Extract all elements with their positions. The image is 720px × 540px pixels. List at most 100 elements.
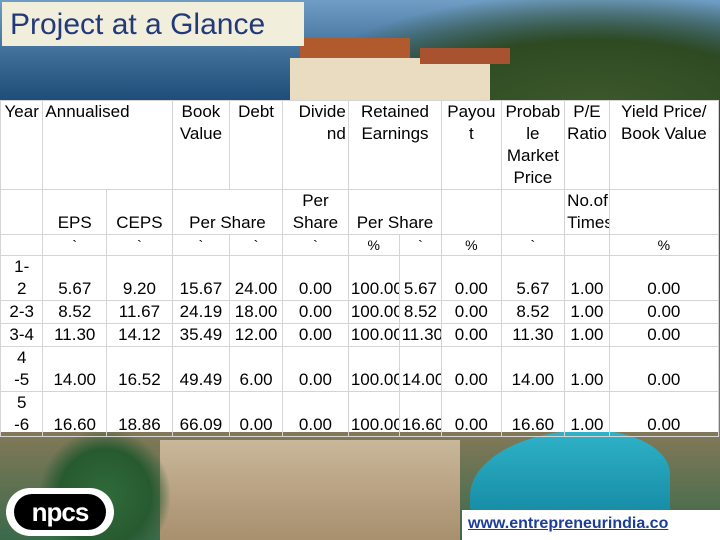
year-cell: 3-4 — [0, 323, 44, 347]
header-annualised: Annualised — [42, 100, 173, 190]
cell-ceps: 9.20 — [106, 255, 173, 301]
cell-payout: 0.00 — [441, 255, 502, 301]
subheader-per-share-re: Per Share — [347, 189, 443, 235]
cell-re: 100.00 — [347, 391, 400, 437]
cell-debt: 12.00 — [229, 323, 284, 347]
cell-debt: 0.00 — [229, 391, 284, 437]
unit-payout: % — [441, 234, 502, 256]
cell-div: 0.00 — [282, 391, 349, 437]
subheader-ceps: CEPS — [106, 189, 173, 235]
subheader-times: No.of Times — [564, 189, 610, 235]
cell-re_val: 11.30 — [398, 323, 443, 347]
header-debt: Debt — [229, 100, 284, 190]
villa — [290, 58, 490, 104]
cell-ceps: 11.67 — [106, 300, 173, 324]
cell-re: 100.00 — [347, 255, 400, 301]
header-retained: Retained Earnings — [347, 100, 443, 190]
website-link[interactable]: www.entrepreneurindia.co — [468, 515, 669, 532]
subheader-per-share-bv: Per Share — [171, 189, 284, 235]
units-row: ` ` ` ` ` % ` % ` % — [0, 234, 720, 256]
subheader-eps: EPS — [42, 189, 108, 235]
cell-payout: 0.00 — [441, 323, 502, 347]
unit-re2: ` — [398, 234, 443, 256]
cell-debt: 18.00 — [229, 300, 284, 324]
cell-price: 5.67 — [500, 255, 566, 301]
cell-eps: 11.30 — [42, 323, 108, 347]
unit-re: % — [347, 234, 400, 256]
cell-eps: 16.60 — [42, 391, 108, 437]
cell-pe: 1.00 — [564, 255, 610, 301]
subheader-per-share-div: Per Share — [282, 189, 349, 235]
year-cell: 5 -6 — [0, 391, 44, 437]
cell-payout: 0.00 — [441, 346, 502, 392]
villa-roof — [300, 38, 410, 58]
cell-bv: 24.19 — [171, 300, 231, 324]
cell-debt: 6.00 — [229, 346, 284, 392]
cell-div: 0.00 — [282, 255, 349, 301]
cell-debt: 24.00 — [229, 255, 284, 301]
cell-ceps: 16.52 — [106, 346, 173, 392]
year-part: -6 — [14, 415, 30, 434]
cell-price: 16.60 — [500, 391, 566, 437]
year-cell: 2-3 — [0, 300, 44, 324]
cell-yield: 0.00 — [608, 391, 720, 437]
header-year: Year — [0, 100, 44, 190]
cell-yield: 0.00 — [608, 300, 720, 324]
table-row: 5 -6 16.60 18.86 66.09 0.00 0.00 100.00 16.60 0.0… — [0, 391, 720, 437]
unit-yield: % — [608, 234, 720, 256]
cell-re: 100.00 — [347, 323, 400, 347]
year-part: 2 — [16, 279, 27, 298]
year-part: -5 — [14, 370, 30, 389]
cell-yield: 0.00 — [608, 255, 720, 301]
year-cell: 4 -5 — [0, 346, 44, 392]
year-part: 3-4 — [9, 325, 34, 344]
table-row: 3-4 11.30 14.12 35.49 12.00 0.00 100.00 11.30 0.… — [0, 323, 720, 347]
year-part: 5 — [16, 393, 27, 412]
villa-roof-2 — [420, 48, 510, 64]
subheader-row: EPS CEPS Per Share Per Share Per Share N… — [0, 189, 720, 235]
cell-payout: 0.00 — [441, 391, 502, 437]
year-part: 2-3 — [9, 302, 34, 321]
cell-re_val: 14.00 — [398, 346, 443, 392]
cell-price: 11.30 — [500, 323, 566, 347]
cell-re_val: 16.60 — [398, 391, 443, 437]
npcs-logo: npcs — [6, 488, 114, 536]
cell-pe: 1.00 — [564, 346, 610, 392]
cell-bv: 35.49 — [171, 323, 231, 347]
cell-bv: 66.09 — [171, 391, 231, 437]
cell-pe: 1.00 — [564, 323, 610, 347]
cell-pe: 1.00 — [564, 300, 610, 324]
cell-yield: 0.00 — [608, 323, 720, 347]
cell-pe: 1.00 — [564, 391, 610, 437]
year-part: 4 — [16, 348, 27, 367]
cell-re_val: 5.67 — [398, 255, 443, 301]
year-cell: 1- 2 — [0, 255, 44, 301]
unit-div: ` — [282, 234, 349, 256]
cell-re: 100.00 — [347, 346, 400, 392]
table-row: 4 -5 14.00 16.52 49.49 6.00 0.00 100.00 14.00 0.0… — [0, 346, 720, 392]
unit-eps: ` — [42, 234, 108, 256]
header-book-value: Book Value — [171, 100, 231, 190]
cell-re: 100.00 — [347, 300, 400, 324]
cell-ceps: 14.12 — [106, 323, 173, 347]
cell-bv: 15.67 — [171, 255, 231, 301]
cell-price: 14.00 — [500, 346, 566, 392]
cell-yield: 0.00 — [608, 346, 720, 392]
terrace — [160, 440, 460, 540]
header-probable: Probab le Market Price — [500, 100, 566, 190]
cell-div: 0.00 — [282, 300, 349, 324]
logo-text: npcs — [14, 494, 106, 530]
cell-ceps: 18.86 — [106, 391, 173, 437]
unit-bv: ` — [171, 234, 231, 256]
cell-price: 8.52 — [500, 300, 566, 324]
header-row: Year Annualised Book Value Debt Divide n… — [0, 100, 720, 190]
unit-price: ` — [500, 234, 566, 256]
cell-payout: 0.00 — [441, 300, 502, 324]
url-box: www.entrepreneurindia.co — [462, 510, 720, 540]
header-payout: Payou t — [441, 100, 502, 190]
unit-ceps: ` — [106, 234, 173, 256]
unit-debt: ` — [229, 234, 284, 256]
table-row: 2-3 8.52 11.67 24.19 18.00 0.00 100.00 8.52 0.00… — [0, 300, 720, 324]
header-pe: P/E Ratio — [564, 100, 610, 190]
cell-div: 0.00 — [282, 323, 349, 347]
